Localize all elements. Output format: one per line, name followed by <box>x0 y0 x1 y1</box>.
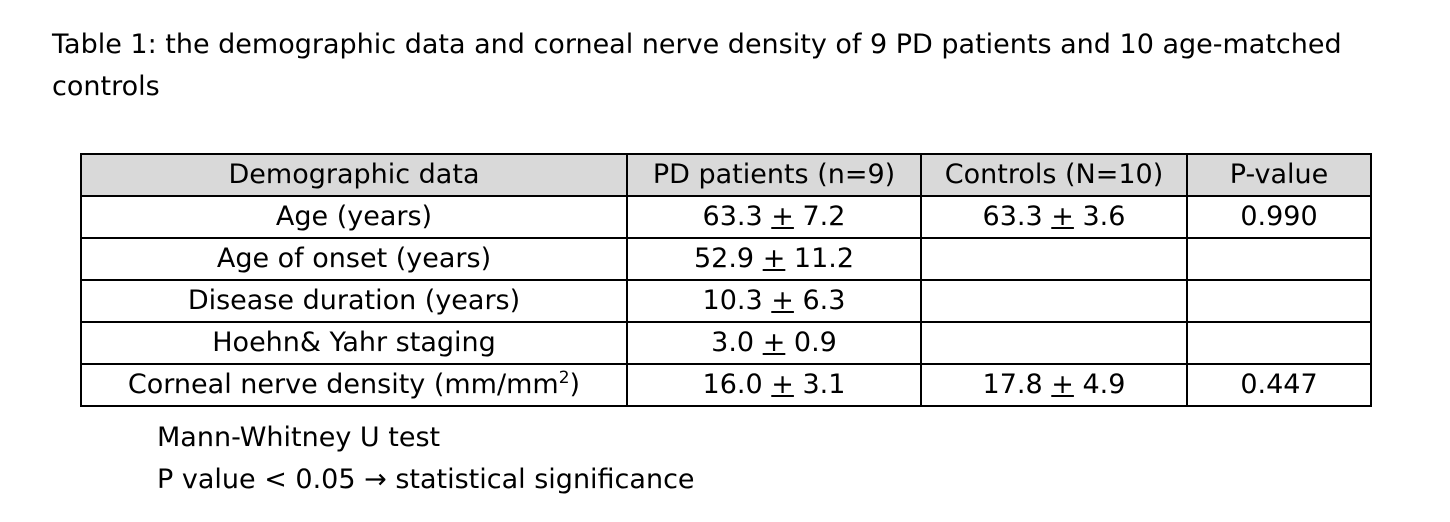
right-arrow-icon: → <box>364 464 387 495</box>
table-row: Hoehn& Yahr staging 3.0 + 0.9 <box>80 321 1372 365</box>
pd-value: 16.0 + 3.1 <box>626 363 922 407</box>
table-notes: Mann-Whitney U test P value < 0.05 → sta… <box>157 417 695 501</box>
table-row: Corneal nerve density (mm/mm2) 16.0 + 3.… <box>80 363 1372 407</box>
test-note: Mann-Whitney U test <box>157 422 441 453</box>
p-value <box>1186 279 1372 323</box>
pd-value: 63.3 + 7.2 <box>626 195 922 239</box>
control-value: 63.3 + 3.6 <box>920 195 1188 239</box>
header-p-value: P-value <box>1186 153 1372 197</box>
p-value: 0.447 <box>1186 363 1372 407</box>
p-value <box>1186 321 1372 365</box>
pd-value: 3.0 + 0.9 <box>626 321 922 365</box>
pd-value: 52.9 + 11.2 <box>626 237 922 281</box>
row-label: Age (years) <box>80 195 628 239</box>
plus-minus-symbol: + <box>1051 369 1074 400</box>
control-value <box>920 237 1188 281</box>
header-demographic-data: Demographic data <box>80 153 628 197</box>
control-value: 17.8 + 4.9 <box>920 363 1188 407</box>
table-row: Age of onset (years) 52.9 + 11.2 <box>80 237 1372 281</box>
demographic-table: Demographic data PD patients (n=9) Contr… <box>80 153 1372 407</box>
table-row: Disease duration (years) 10.3 + 6.3 <box>80 279 1372 323</box>
row-label: Age of onset (years) <box>80 237 628 281</box>
table-row: Age (years) 63.3 + 7.2 63.3 + 3.6 0.990 <box>80 195 1372 239</box>
plus-minus-symbol: + <box>771 201 794 232</box>
row-label: Corneal nerve density (mm/mm2) <box>80 363 628 407</box>
table-header-row: Demographic data PD patients (n=9) Contr… <box>80 153 1372 197</box>
control-value <box>920 321 1188 365</box>
plus-minus-symbol: + <box>771 369 794 400</box>
plus-minus-symbol: + <box>762 327 786 358</box>
pd-value: 10.3 + 6.3 <box>626 279 922 323</box>
row-label: Disease duration (years) <box>80 279 628 323</box>
row-label: Hoehn& Yahr staging <box>80 321 628 365</box>
p-value: 0.990 <box>1186 195 1372 239</box>
table-caption: Table 1: the demographic data and cornea… <box>52 29 1342 102</box>
header-pd-patients: PD patients (n=9) <box>626 153 922 197</box>
plus-minus-symbol: + <box>771 285 794 316</box>
plus-minus-symbol: + <box>1051 201 1074 232</box>
plus-minus-symbol: + <box>762 243 786 274</box>
significance-note: P value < 0.05 → statistical significanc… <box>157 464 695 495</box>
p-value <box>1186 237 1372 281</box>
superscript-two: 2 <box>558 368 570 388</box>
control-value <box>920 279 1188 323</box>
header-controls: Controls (N=10) <box>920 153 1188 197</box>
